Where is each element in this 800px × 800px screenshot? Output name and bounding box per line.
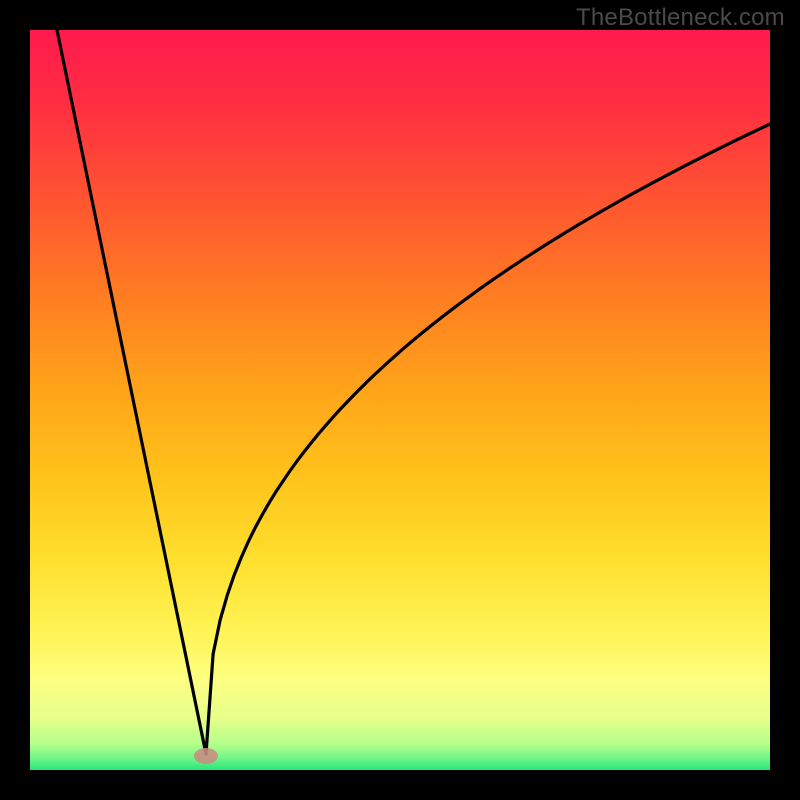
chart-frame xyxy=(0,0,800,800)
watermark-text: TheBottleneck.com xyxy=(576,4,785,32)
optimal-point-marker xyxy=(194,748,218,764)
bottleneck-curve-chart xyxy=(0,0,800,800)
plot-background xyxy=(30,30,770,770)
